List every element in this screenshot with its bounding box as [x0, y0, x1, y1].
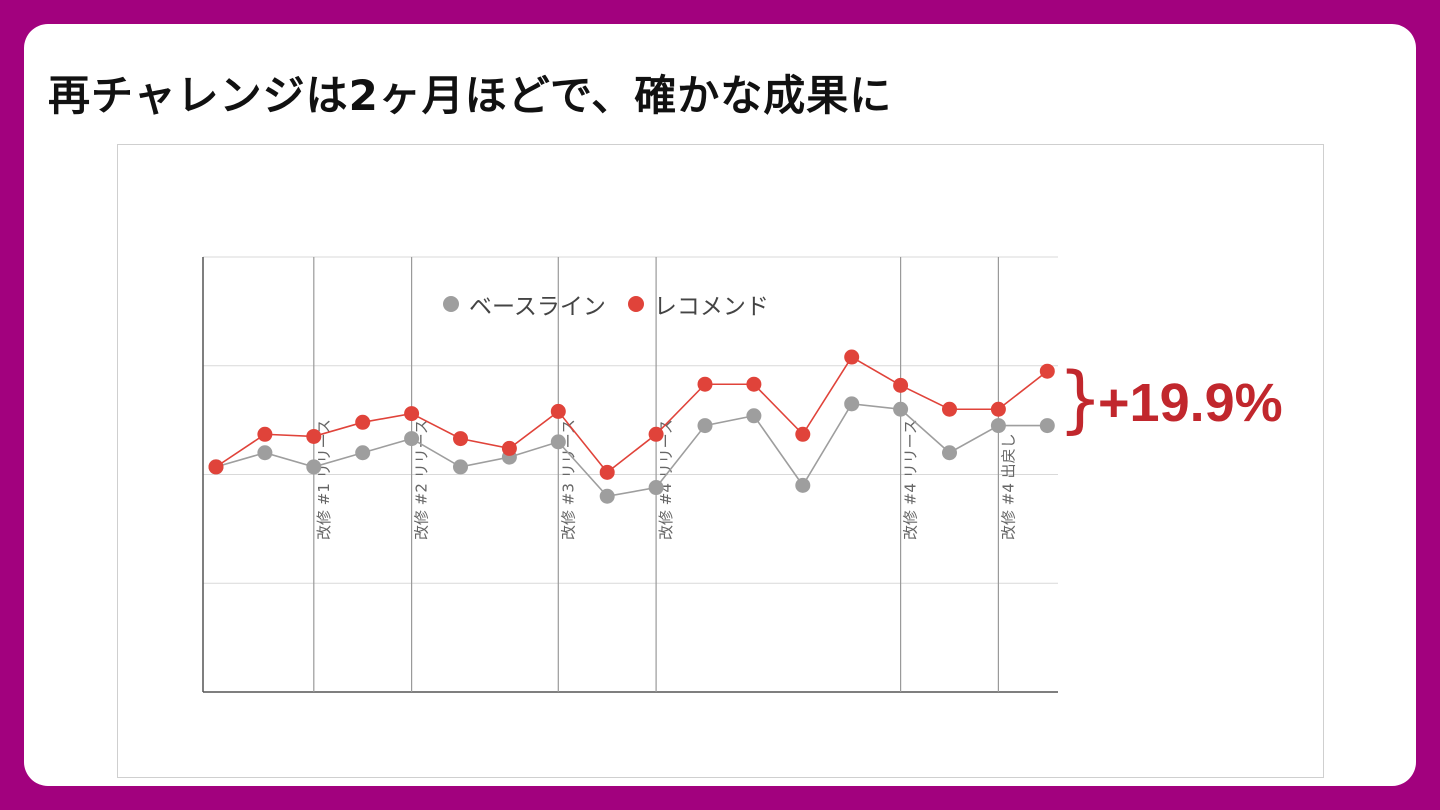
baseline-point	[844, 396, 860, 412]
recommend-point	[990, 401, 1006, 417]
recommend-point	[404, 406, 420, 422]
baseline-point	[942, 445, 957, 461]
baseline-point	[893, 401, 909, 417]
recommend-point	[746, 376, 762, 392]
baseline-point	[257, 445, 273, 461]
recommend-line	[215, 355, 1048, 474]
baseline-point	[453, 459, 468, 475]
legend-item-recommend: レコメンド	[627, 287, 769, 321]
recommend-dot-icon	[627, 296, 644, 312]
baseline-point	[795, 477, 811, 493]
recommend-point	[501, 440, 517, 456]
baseline-point	[306, 459, 322, 475]
recommend-point	[893, 377, 909, 393]
recommend-point	[306, 428, 322, 444]
uplift-callout: +19.9%	[1098, 373, 1283, 433]
recommend-point	[648, 426, 664, 442]
baseline-point	[550, 434, 566, 450]
annotation-label: 改修 #4 リリース	[902, 419, 920, 540]
baseline-point	[648, 480, 664, 496]
slide-title: 再チャレンジは2ヶ月ほどで、確かな成果に	[48, 71, 893, 120]
annotation-label: 改修 #1 リリース	[315, 419, 333, 540]
chart-figure: 改修 #1 リリース 改修 #2 リリース 改修 #3 リリース 改修 #4 リリース…	[117, 144, 1324, 778]
recommend-point	[453, 431, 468, 447]
annotation-label: 改修 #3 リリース	[559, 419, 577, 540]
recommend-point	[550, 403, 566, 419]
baseline-point	[697, 418, 713, 434]
baseline-dot-icon	[443, 296, 459, 312]
baseline-line	[215, 402, 1048, 498]
legend-label-baseline: ベースライン	[469, 294, 606, 320]
recommend-point	[1039, 363, 1055, 379]
legend-label-recommend: レコメンド	[653, 294, 769, 320]
baseline-point	[404, 431, 420, 447]
recommend-point	[355, 414, 371, 430]
baseline-point	[990, 418, 1006, 434]
recommend-point	[795, 426, 811, 442]
recommend-point	[599, 464, 615, 480]
recommend-point	[697, 376, 713, 392]
annotation-label: 改修 #4 出戻し	[999, 433, 1017, 540]
recommend-point	[208, 459, 224, 475]
baseline-point	[746, 408, 762, 424]
legend-item-baseline: ベースライン	[443, 287, 606, 321]
annotation-label: 改修 #2 リリース	[413, 419, 431, 540]
recommend-point	[942, 401, 957, 417]
brace-icon: }	[1058, 355, 1103, 443]
recommend-point	[257, 426, 273, 442]
recommend-point	[844, 349, 860, 365]
chart-legend: ベースライン レコメンド	[443, 287, 769, 321]
line-chart: 改修 #1 リリース 改修 #2 リリース 改修 #3 リリース 改修 #4 リリース…	[202, 256, 1058, 693]
baseline-point	[599, 488, 615, 504]
annotation-label: 改修 #4 リリース	[657, 419, 675, 540]
baseline-point	[1039, 418, 1055, 434]
baseline-point	[355, 445, 371, 461]
